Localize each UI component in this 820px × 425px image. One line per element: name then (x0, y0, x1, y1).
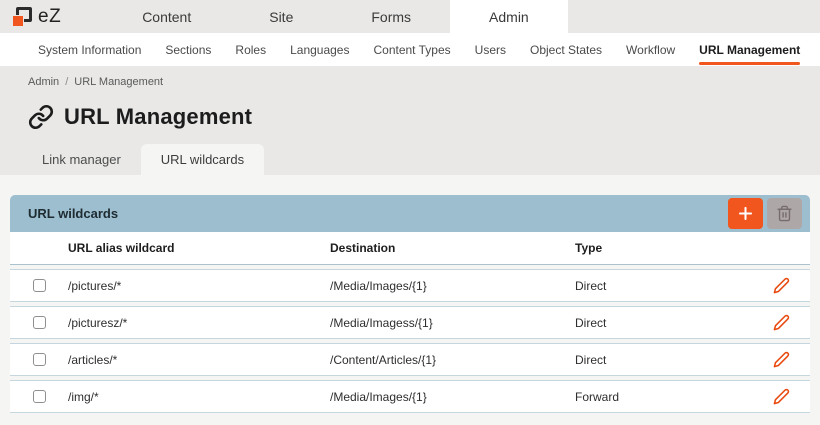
column-header-type[interactable]: Type (575, 241, 603, 255)
page-header-band: Admin / URL Management URL Management (0, 66, 820, 144)
table-row: /articles/* /Content/Articles/{1} Direct (10, 343, 810, 376)
edit-wildcard-button[interactable] (771, 349, 792, 370)
url-wildcards-panel-header: URL wildcards (10, 195, 810, 232)
top-navigation: eZ Content Site Forms Admin (0, 0, 820, 33)
cell-destination: /Media/Images/{1} (330, 389, 427, 404)
cell-destination: /Content/Articles/{1} (330, 352, 437, 367)
row-checkbox[interactable] (32, 390, 46, 403)
admin-nav-roles[interactable]: Roles (235, 42, 267, 57)
breadcrumb: Admin / URL Management (28, 76, 820, 88)
panel-actions (728, 198, 806, 229)
column-header-url-alias-wildcard: URL alias wildcard (68, 241, 175, 255)
pencil-icon (773, 388, 789, 405)
breadcrumb-url-management: URL Management (74, 76, 164, 88)
admin-nav-object-states[interactable]: Object States (530, 42, 603, 57)
row-checkbox[interactable] (32, 279, 46, 292)
pencil-icon (773, 277, 789, 294)
table-row: /img/* /Media/Images/{1} Forward (10, 380, 810, 413)
top-nav-items: Content Site Forms Admin (103, 0, 568, 33)
breadcrumb-admin[interactable]: Admin (28, 76, 60, 88)
cell-destination: /Media/Imagess/{1} (330, 315, 433, 330)
admin-sub-navigation: System Information Sections Roles Langua… (0, 33, 820, 66)
top-nav-content[interactable]: Content (142, 8, 192, 25)
delete-wildcard-button[interactable] (767, 198, 802, 229)
content-area: URL wildcards URL (0, 175, 820, 413)
breadcrumb-separator: / (65, 76, 69, 88)
edit-wildcard-button[interactable] (771, 386, 792, 407)
ez-logo-text: eZ (38, 5, 62, 27)
row-checkbox[interactable] (32, 316, 46, 329)
column-header-destination: Destination (330, 241, 396, 255)
pencil-icon (773, 314, 789, 331)
cell-url-alias: /pictures/* (68, 278, 122, 293)
page-title: URL Management (64, 104, 253, 129)
tab-url-wildcards[interactable]: URL wildcards (140, 144, 265, 175)
admin-nav-content-types[interactable]: Content Types (373, 42, 451, 57)
table-row: /picturesz/* /Media/Imagess/{1} Direct (10, 306, 810, 339)
edit-wildcard-button[interactable] (771, 275, 792, 296)
cell-url-alias: /img/* (68, 389, 99, 404)
plus-icon (738, 206, 753, 221)
top-nav-site[interactable]: Site (269, 8, 294, 25)
cell-url-alias: /articles/* (68, 352, 118, 367)
admin-nav-system-information[interactable]: System Information (38, 42, 142, 57)
tab-link-manager[interactable]: Link manager (42, 152, 121, 167)
admin-nav-url-management[interactable]: URL Management (699, 33, 801, 66)
panel-title: URL wildcards (28, 206, 119, 221)
cell-type: Forward (575, 389, 620, 404)
ez-logo[interactable]: eZ (0, 0, 75, 33)
cell-url-alias: /picturesz/* (68, 315, 128, 330)
admin-nav-workflow[interactable]: Workflow (626, 42, 676, 57)
cell-destination: /Media/Images/{1} (330, 278, 427, 293)
top-nav-admin[interactable]: Admin (450, 0, 568, 33)
page-title-row: URL Management (28, 88, 820, 144)
cell-type: Direct (575, 315, 607, 330)
url-wildcards-panel: URL wildcards URL (10, 195, 810, 413)
cell-type: Direct (575, 352, 607, 367)
pencil-icon (773, 351, 789, 368)
edit-wildcard-button[interactable] (771, 312, 792, 333)
table-row: /pictures/* /Media/Images/{1} Direct (10, 269, 810, 302)
link-icon (28, 104, 54, 130)
table-header-row: URL alias wildcard Destination Type (10, 232, 810, 265)
row-checkbox[interactable] (32, 353, 46, 366)
admin-nav-languages[interactable]: Languages (290, 42, 350, 57)
tab-bar: Link manager URL wildcards (0, 144, 820, 175)
top-nav-forms[interactable]: Forms (371, 8, 412, 25)
trash-icon (777, 205, 792, 222)
add-wildcard-button[interactable] (728, 198, 763, 229)
ez-logo-icon (10, 6, 33, 27)
admin-nav-users[interactable]: Users (474, 42, 506, 57)
admin-nav-sections[interactable]: Sections (165, 42, 212, 57)
cell-type: Direct (575, 278, 607, 293)
